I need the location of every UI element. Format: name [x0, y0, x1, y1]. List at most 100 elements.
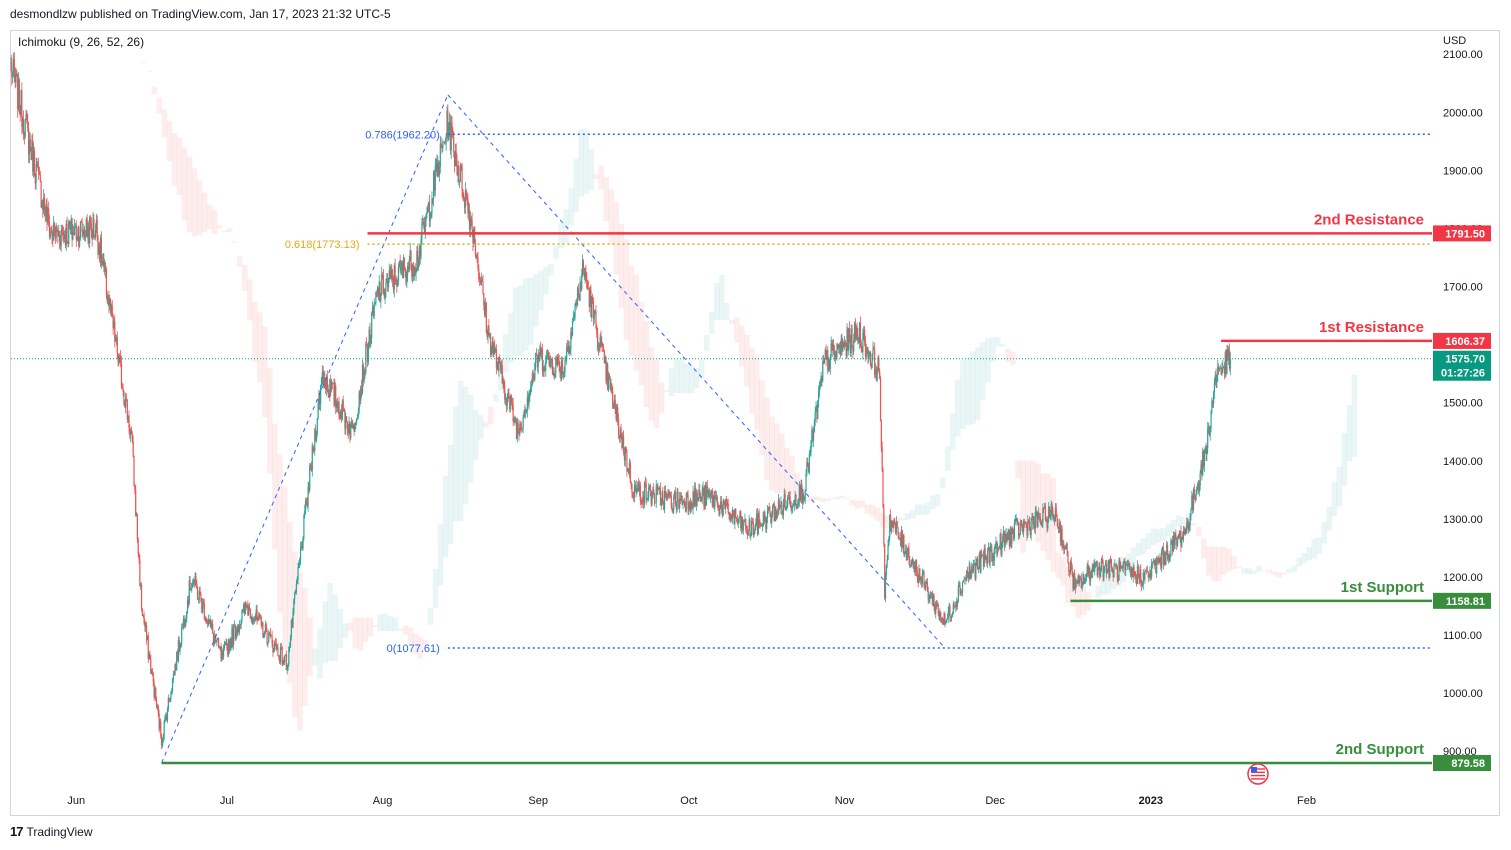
candle — [980, 552, 982, 572]
candle — [1080, 578, 1082, 589]
candle — [320, 385, 322, 405]
candle — [1216, 374, 1218, 383]
footer-brand[interactable]: TradingView — [26, 824, 93, 839]
candle — [526, 397, 528, 411]
candle — [925, 582, 928, 584]
candle — [617, 407, 619, 420]
candle — [482, 281, 484, 294]
candle — [1026, 524, 1028, 536]
candle — [11, 62, 13, 77]
candle — [256, 609, 258, 620]
cloud-segment — [191, 168, 198, 237]
candle — [194, 576, 196, 584]
candle — [463, 197, 465, 200]
candle — [1076, 582, 1078, 584]
candle — [1131, 568, 1134, 578]
candle — [1135, 578, 1138, 584]
candle — [27, 127, 30, 155]
candle — [323, 377, 325, 385]
candle — [300, 546, 302, 548]
candle — [79, 221, 82, 238]
candle — [563, 371, 565, 373]
candle — [932, 595, 934, 606]
cloud-segment — [1341, 432, 1348, 486]
candle — [1102, 561, 1104, 578]
indicator-label[interactable]: Ichimoku (9, 26, 52, 26) — [18, 35, 145, 49]
candle — [146, 635, 149, 641]
candle — [978, 554, 980, 568]
cloud-segment — [713, 282, 720, 320]
candle — [392, 274, 394, 281]
cloud-segment — [292, 551, 298, 718]
candle — [884, 544, 886, 599]
candle — [854, 323, 856, 340]
candle — [1038, 517, 1041, 519]
candle — [1009, 531, 1011, 547]
candle — [464, 190, 467, 208]
candle — [1228, 350, 1230, 358]
cloud-segment — [1276, 572, 1282, 578]
candle — [562, 371, 564, 374]
candle — [419, 247, 421, 257]
candle — [892, 521, 894, 528]
candle — [383, 293, 385, 297]
candle — [89, 217, 91, 244]
candle — [186, 599, 189, 612]
candle — [550, 361, 552, 363]
candle — [1020, 522, 1022, 524]
candle — [763, 511, 765, 522]
cloud-segment — [533, 274, 539, 328]
candle — [506, 398, 508, 406]
candle — [142, 614, 144, 616]
candle — [561, 359, 564, 374]
candle — [1053, 516, 1055, 520]
cloud-segment — [769, 416, 775, 491]
candle — [893, 520, 895, 528]
candle — [240, 619, 242, 626]
cloud-segment — [1296, 557, 1302, 567]
cloud-segment — [538, 270, 544, 310]
candle — [18, 79, 20, 112]
candle — [1079, 578, 1082, 579]
cloud-segment — [784, 447, 790, 495]
candle — [43, 197, 46, 210]
candle — [301, 546, 303, 549]
candle — [812, 429, 814, 441]
candle — [840, 339, 842, 356]
candle — [382, 275, 385, 294]
cloud-segment — [1316, 537, 1323, 554]
candle — [15, 73, 17, 83]
candle — [561, 359, 563, 379]
candle — [427, 202, 430, 207]
cloud-segment — [1311, 538, 1318, 559]
candle — [1049, 515, 1051, 518]
candle — [510, 395, 512, 410]
candle — [1093, 564, 1095, 572]
candle — [391, 269, 393, 275]
candle — [493, 344, 495, 355]
candle — [260, 616, 262, 626]
candle — [1121, 566, 1123, 569]
candle — [1152, 561, 1154, 563]
candle — [1120, 566, 1122, 569]
candle — [340, 410, 343, 420]
candle — [39, 174, 41, 181]
candle — [950, 617, 952, 619]
candle — [450, 123, 452, 151]
candle — [322, 372, 324, 385]
candle — [447, 110, 449, 140]
candle — [1048, 506, 1050, 518]
candle — [25, 114, 27, 120]
candle — [238, 624, 241, 633]
candle — [78, 227, 80, 247]
candle — [816, 407, 818, 420]
x-tick-label: Sep — [528, 795, 548, 807]
candle — [1018, 534, 1021, 537]
candle — [1077, 576, 1079, 583]
candle — [1096, 561, 1098, 576]
candle — [870, 365, 872, 369]
candle — [545, 356, 548, 361]
candle — [115, 340, 117, 342]
candle — [987, 550, 989, 564]
